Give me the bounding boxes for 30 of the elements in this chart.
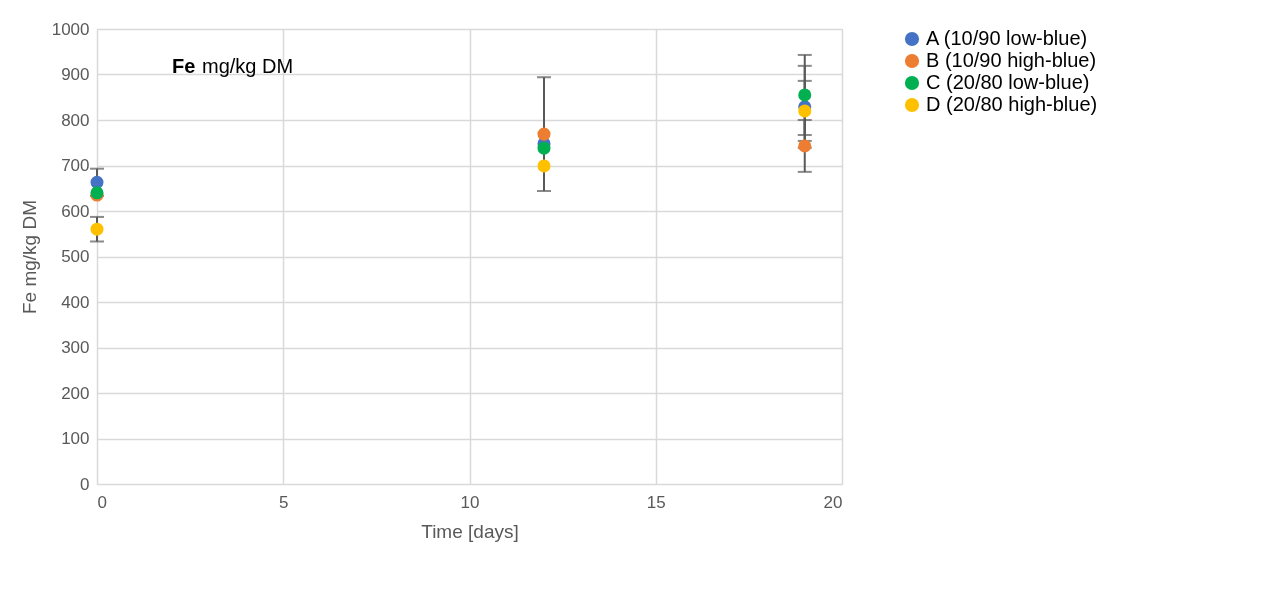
y-tick-label: 300	[61, 338, 90, 357]
annotation: Fe mg/kg DM	[172, 55, 294, 77]
point	[798, 139, 812, 153]
legend-label: B (10/90 high-blue)	[926, 49, 1097, 71]
y-tick-label: 200	[61, 383, 90, 403]
y-tick-label: 500	[61, 247, 90, 266]
legend-label: A (10/90 low-blue)	[926, 27, 1088, 49]
point	[798, 88, 812, 102]
point	[90, 222, 104, 236]
y-tick-label: 900	[61, 65, 90, 84]
x-axis-title: Time [days]	[421, 520, 519, 542]
point	[537, 141, 551, 155]
y-axis-title: Fe mg/kg DM	[18, 199, 40, 315]
y-tick-label: 0	[80, 474, 90, 494]
x-tick-label: 20	[823, 492, 843, 512]
x-tick-label: 10	[460, 492, 480, 512]
point	[537, 127, 551, 141]
y-tick-label: 100	[61, 429, 90, 448]
x-tick-label: 15	[646, 492, 666, 512]
y-tick-label: 600	[61, 201, 90, 221]
x-tick-label: 0	[97, 492, 107, 512]
legend-label: C (20/80 low-blue)	[926, 71, 1090, 93]
y-tick-label: 1000	[51, 19, 90, 39]
x-tick-label: 5	[279, 492, 289, 512]
y-tick-label: 400	[61, 292, 90, 312]
y-tick-label: 700	[61, 156, 90, 175]
legend-label: D (20/80 high-blue)	[926, 93, 1098, 115]
point	[798, 104, 812, 118]
y-tick-label: 800	[61, 110, 90, 130]
point	[537, 159, 551, 173]
